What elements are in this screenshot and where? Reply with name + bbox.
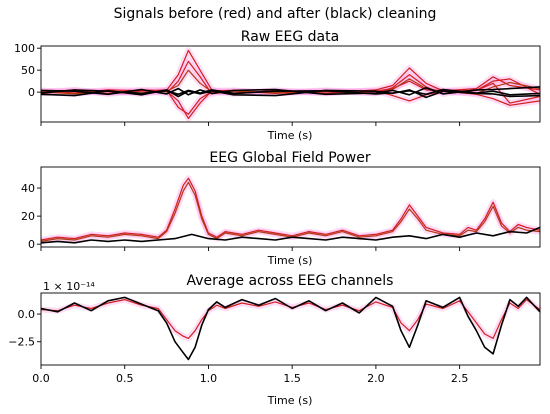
panel-gfp-xlabel: Time (s) — [267, 254, 313, 267]
panel-gfp-axes — [40, 166, 541, 248]
panel-raw-eeg-series-7-after — [40, 88, 541, 96]
panel-gfp-yticks: 0 20 40 — [21, 182, 41, 251]
panel-average-xtick-label-5: 2.5 — [451, 372, 469, 385]
panel-raw-eeg: Raw EEG data 0 50 100 Time (s) — [14, 29, 542, 142]
panel-average-title: Average across EEG channels — [187, 273, 394, 289]
panel-average-xticks: 0.0 0.5 1.0 1.5 2.0 2.5 — [32, 365, 468, 385]
panel-average-ytick-label-1: −2.5 — [8, 336, 35, 349]
panel-gfp-xticks — [40, 247, 461, 251]
panel-average-series-1-after — [40, 296, 541, 361]
panel-average-bands — [40, 296, 542, 342]
panel-average-xtick-label-0: 0.0 — [32, 372, 50, 385]
panel-raw-eeg-xlabel: Time (s) — [267, 129, 313, 142]
panel-average-xlabel: Time (s) — [267, 394, 313, 407]
panel-raw-eeg-bands — [40, 47, 542, 122]
panel-average-xtick-label-2: 1.0 — [200, 372, 218, 385]
panel-average: Average across EEG channels 1 × 10⁻¹⁴ 0.… — [8, 273, 542, 407]
panel-gfp-lines — [40, 177, 541, 244]
figure-title: Signals before (red) and after (black) c… — [114, 6, 437, 22]
panel-raw-eeg-title: Raw EEG data — [241, 29, 339, 45]
panel-gfp-series-1-before_alt — [40, 181, 541, 242]
panel-raw-eeg-xticks — [40, 122, 461, 126]
panel-raw-eeg-yticks: 0 50 100 — [14, 42, 41, 99]
panel-raw-eeg-ytick-label-2: 100 — [14, 42, 35, 55]
panel-gfp-ytick-label-1: 20 — [21, 210, 35, 223]
panel-gfp-series-0-before — [40, 177, 541, 241]
panel-average-scale-label: 1 × 10⁻¹⁴ — [43, 280, 95, 293]
panel-average-xtick-label-4: 2.0 — [367, 372, 385, 385]
panel-average-yticks: 0.0 −2.5 — [8, 308, 41, 349]
panel-gfp-ytick-label-2: 40 — [21, 182, 35, 195]
panel-average-ytick-label-0: 0.0 — [18, 308, 36, 321]
panel-average-band-0 — [40, 296, 542, 342]
panel-average-lines — [40, 296, 541, 361]
panel-average-xtick-label-1: 0.5 — [116, 372, 134, 385]
panel-gfp-ytick-label-0: 0 — [28, 238, 35, 251]
panel-raw-eeg-lines — [40, 49, 541, 120]
panel-gfp-title: EEG Global Field Power — [209, 150, 370, 166]
panel-raw-eeg-axes — [40, 45, 541, 123]
panel-gfp: EEG Global Field Power 0 20 40 Time (s) — [21, 150, 541, 267]
panel-gfp-series-2-after — [40, 226, 541, 244]
panel-raw-eeg-ytick-label-1: 50 — [21, 64, 35, 77]
panel-raw-eeg-ytick-label-0: 0 — [28, 86, 35, 99]
panel-average-axes — [40, 292, 541, 366]
panel-average-xtick-label-3: 1.5 — [283, 372, 301, 385]
